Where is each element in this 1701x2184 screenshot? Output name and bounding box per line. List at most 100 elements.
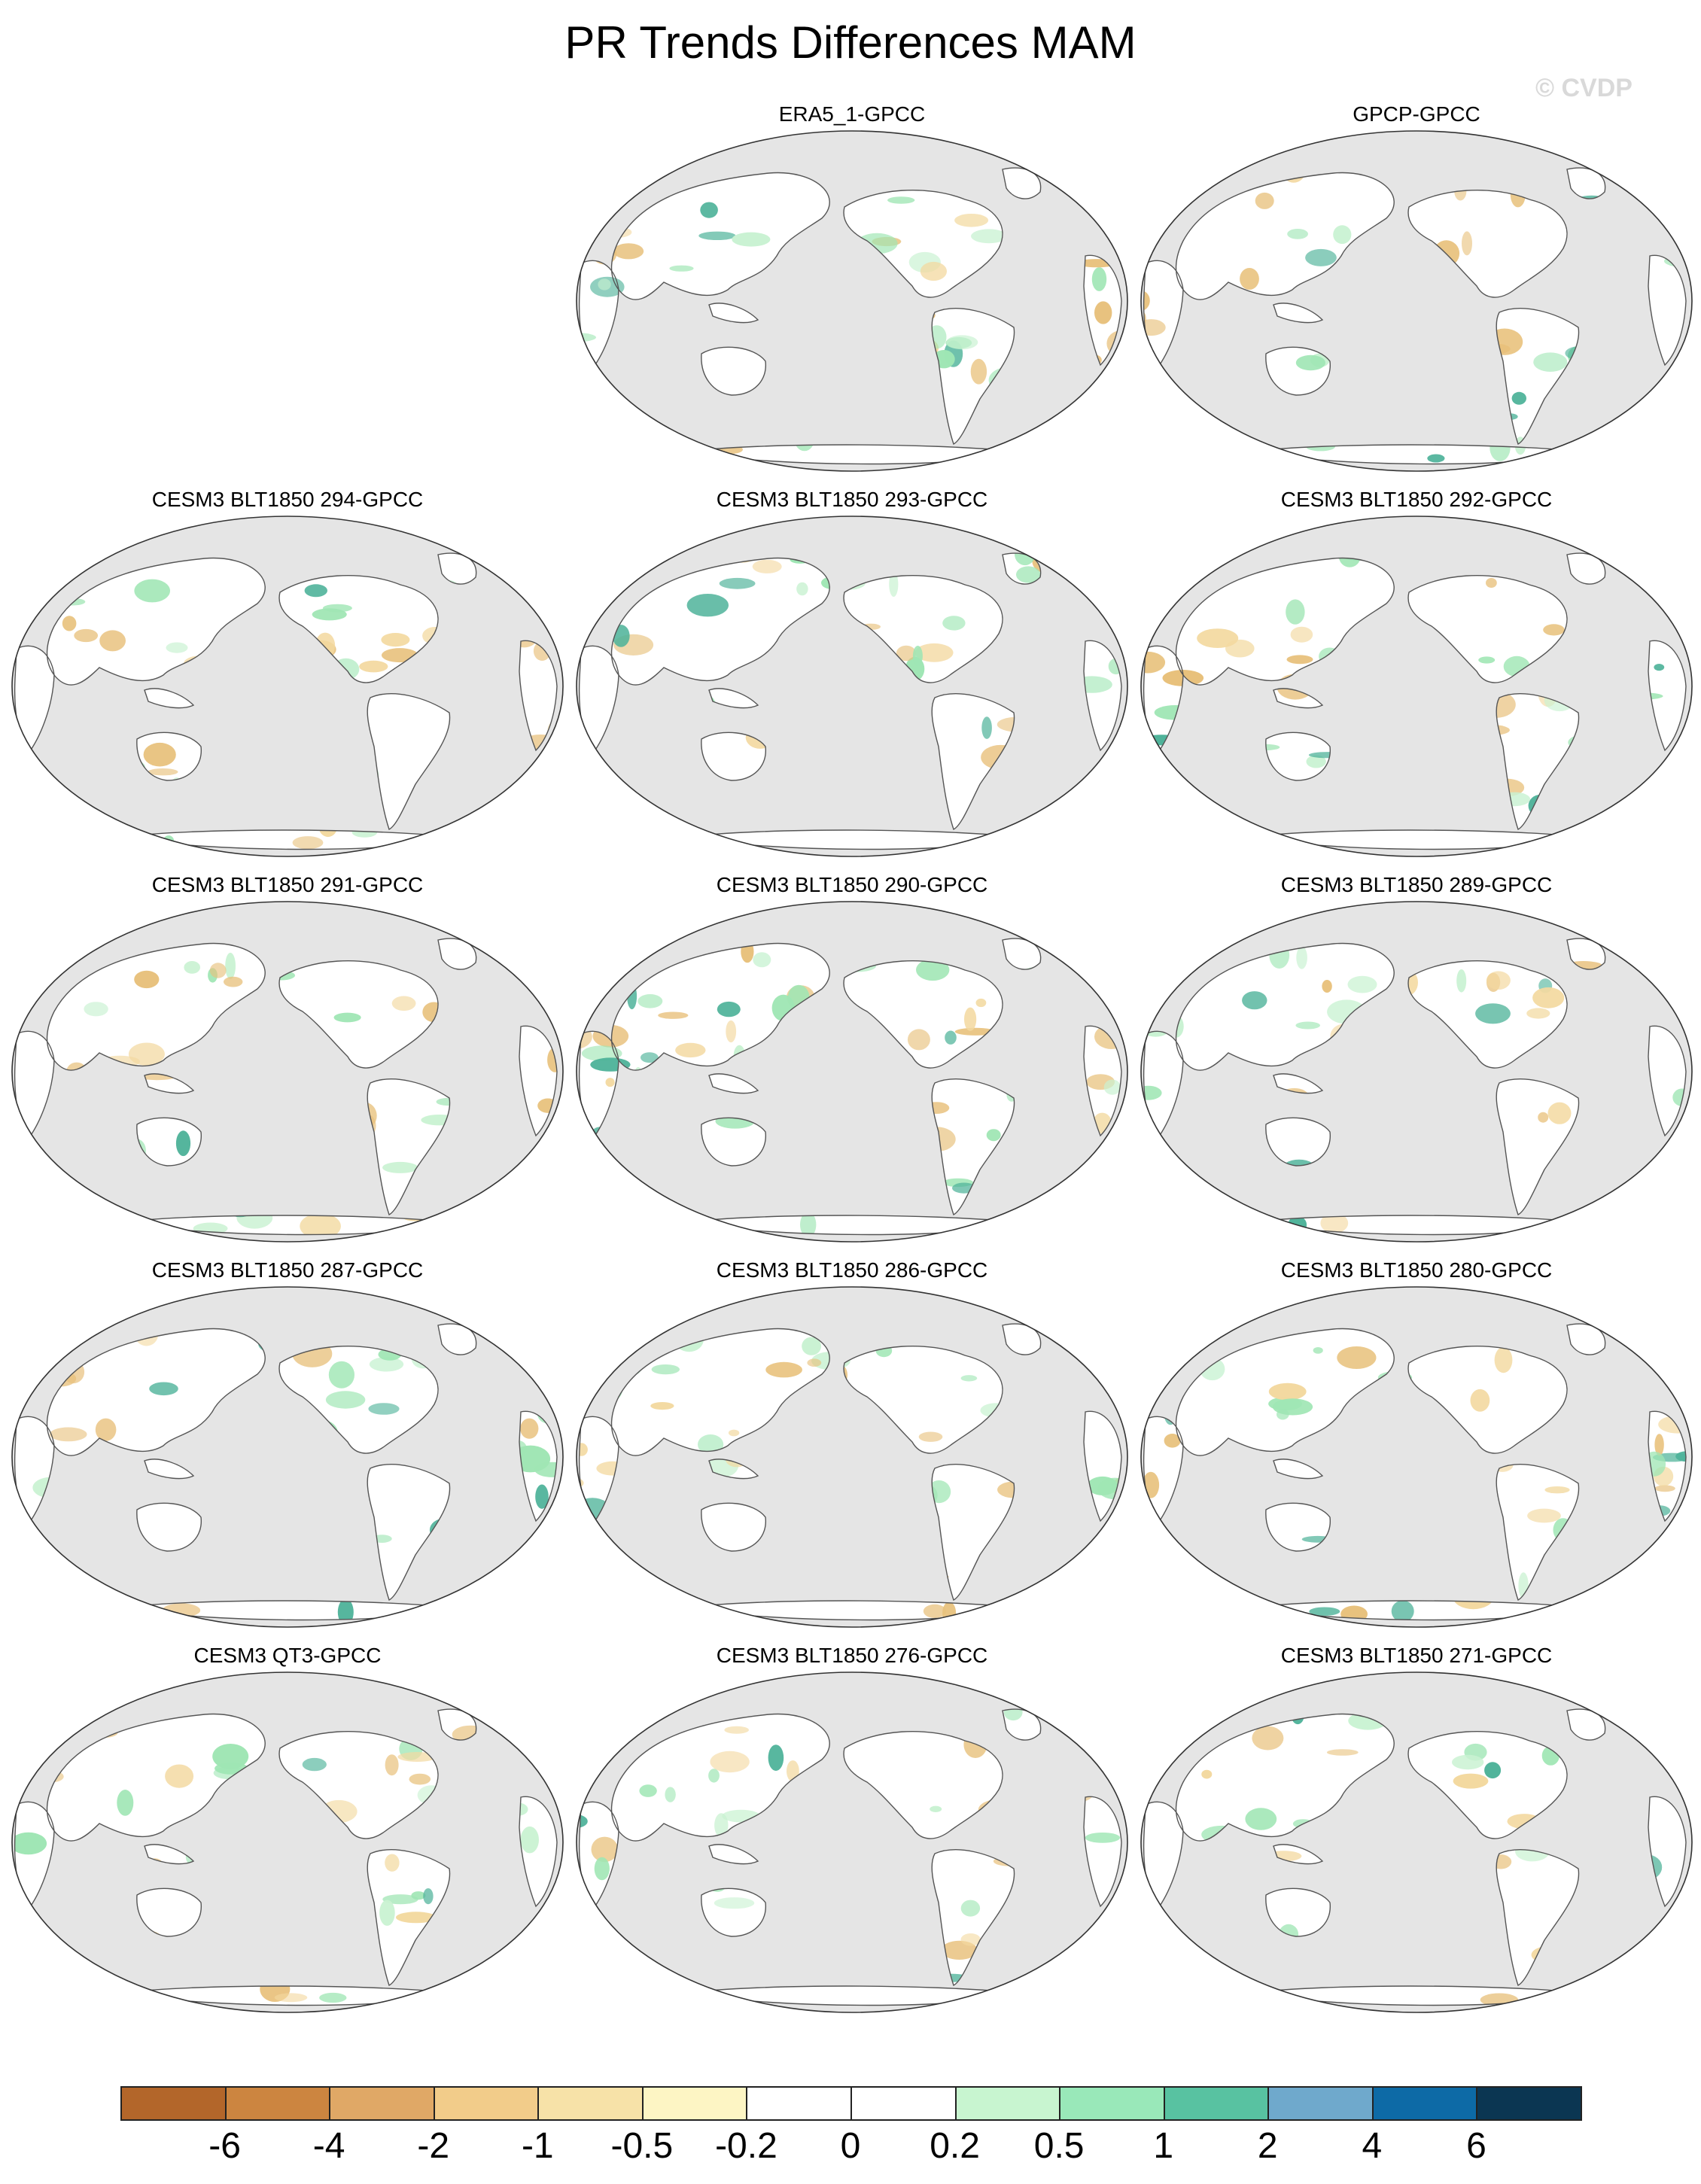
- anomaly-patch: [650, 1402, 674, 1410]
- world-map: [11, 1286, 564, 1628]
- anomaly-patch: [753, 952, 771, 968]
- anomaly-patch: [1143, 1340, 1168, 1359]
- anomaly-patch: [1242, 991, 1267, 1010]
- colorbar-tick-label: 0.2: [930, 2126, 980, 2166]
- anomaly-patch: [889, 571, 899, 597]
- continent-land: [438, 1324, 476, 1355]
- anomaly-patch: [970, 358, 987, 385]
- anomaly-patch: [945, 1030, 957, 1045]
- anomaly-patch: [1106, 553, 1120, 560]
- anomaly-patch: [14, 1987, 41, 2006]
- anomaly-patch: [49, 1427, 87, 1442]
- continent-land: [709, 688, 758, 708]
- continent-land: [701, 1118, 766, 1166]
- anomaly-patch: [1109, 1930, 1121, 1951]
- anomaly-patch: [1675, 1364, 1686, 1388]
- anomaly-patch: [1532, 987, 1565, 1008]
- anomaly-patch: [1347, 975, 1377, 993]
- coastline: [144, 688, 195, 709]
- anomaly-patch: [369, 1357, 404, 1372]
- coastline: [1083, 254, 1122, 367]
- map-panel: CESM3 BLT1850 289-GPCC: [1138, 873, 1695, 1249]
- anomaly-patch: [1326, 1749, 1359, 1756]
- anomaly-patch: [1391, 1600, 1414, 1620]
- anomaly-patch: [1322, 980, 1332, 993]
- anomaly-patch: [411, 1891, 426, 1900]
- anomaly-patch: [479, 814, 503, 826]
- anomaly-patch: [134, 579, 170, 603]
- anomaly-patch: [1543, 624, 1565, 636]
- coastline: [1175, 1328, 1395, 1456]
- anomaly-patch: [1290, 626, 1313, 643]
- colorbar-tick-label: 1: [1153, 2126, 1174, 2166]
- colorbar-box: [746, 2086, 852, 2121]
- anomaly-patch: [916, 959, 950, 981]
- map-border: [576, 901, 1128, 1243]
- coastline: [843, 1345, 1003, 1454]
- continent-land: [1003, 938, 1041, 970]
- anomaly-patch: [1470, 1389, 1490, 1412]
- coastline: [931, 693, 1015, 830]
- coastline: [1175, 942, 1395, 1071]
- anomaly-patch: [1313, 1347, 1323, 1354]
- anomaly-patch: [1511, 391, 1526, 405]
- anomaly-patch: [74, 628, 99, 643]
- anomaly-patch: [37, 945, 53, 957]
- coastline: [437, 938, 477, 970]
- anomaly-patch: [628, 168, 641, 171]
- continent-land: [1408, 190, 1567, 298]
- world-map: [11, 516, 564, 857]
- colorbar-tick-label: 0: [840, 2126, 861, 2166]
- colorbar-box: [329, 2086, 435, 2121]
- coastline: [1566, 938, 1606, 970]
- continent-land: [1273, 303, 1322, 323]
- anomaly-patch: [1320, 1212, 1349, 1233]
- anomaly-patch: [960, 1933, 981, 1946]
- map-panel-title: CESM3 BLT1850 291-GPCC: [151, 873, 424, 896]
- coastline: [519, 1410, 558, 1522]
- coastline: [1083, 1025, 1122, 1137]
- anomaly-patch: [32, 798, 52, 819]
- anomaly-patch: [1125, 431, 1130, 447]
- anomaly-patch: [1603, 820, 1644, 833]
- colorbar-box: [1267, 2086, 1374, 2121]
- anomaly-patch: [1661, 1722, 1686, 1738]
- colorbar-box: [1059, 2086, 1165, 2121]
- coastline: [278, 1730, 439, 1839]
- coastline: [610, 172, 830, 300]
- anomaly-patch: [708, 1769, 720, 1783]
- anomaly-patch: [1653, 1712, 1663, 1738]
- coastline: [1265, 1502, 1331, 1552]
- anomaly-patch: [971, 229, 1007, 244]
- map-panel-title: CESM3 BLT1850 289-GPCC: [1280, 873, 1553, 896]
- anomaly-patch: [540, 1198, 557, 1211]
- anomaly-patch: [1245, 1808, 1277, 1830]
- anomaly-patch: [1662, 939, 1686, 957]
- continent-land: [844, 960, 1003, 1069]
- anomaly-patch: [1061, 1324, 1079, 1342]
- coastline: [701, 732, 766, 781]
- anomaly-patch: [1560, 1990, 1589, 2006]
- colorbar-box: [433, 2086, 540, 2121]
- ocean-background: [1141, 516, 1692, 856]
- colorbar-labels: -6 -4 -2 -1 -0.5 -0.2 0 0.2 0.5 1 2 4 6: [0, 2122, 1701, 2175]
- coastline: [1407, 1345, 1568, 1454]
- coastline: [1496, 308, 1580, 445]
- map-border: [1140, 130, 1693, 472]
- anomaly-patch: [1117, 1197, 1121, 1216]
- coastline: [708, 1844, 759, 1865]
- anomaly-patch: [1085, 1833, 1121, 1843]
- anomaly-patch: [1071, 947, 1108, 957]
- anomaly-patch: [409, 1773, 431, 1785]
- anomaly-patch: [954, 1027, 996, 1036]
- map-panel-title: ERA5_1-GPCC: [778, 102, 926, 126]
- coastline: [701, 1117, 766, 1167]
- anomaly-patch: [304, 584, 327, 598]
- coastline: [1496, 1849, 1580, 1986]
- continent-land: [438, 553, 476, 585]
- coastline: [708, 1459, 759, 1480]
- continent-land: [1003, 1324, 1041, 1355]
- continent-land: [1143, 260, 1183, 369]
- continent-land: [1273, 1459, 1322, 1479]
- anomaly-patch: [658, 1011, 689, 1019]
